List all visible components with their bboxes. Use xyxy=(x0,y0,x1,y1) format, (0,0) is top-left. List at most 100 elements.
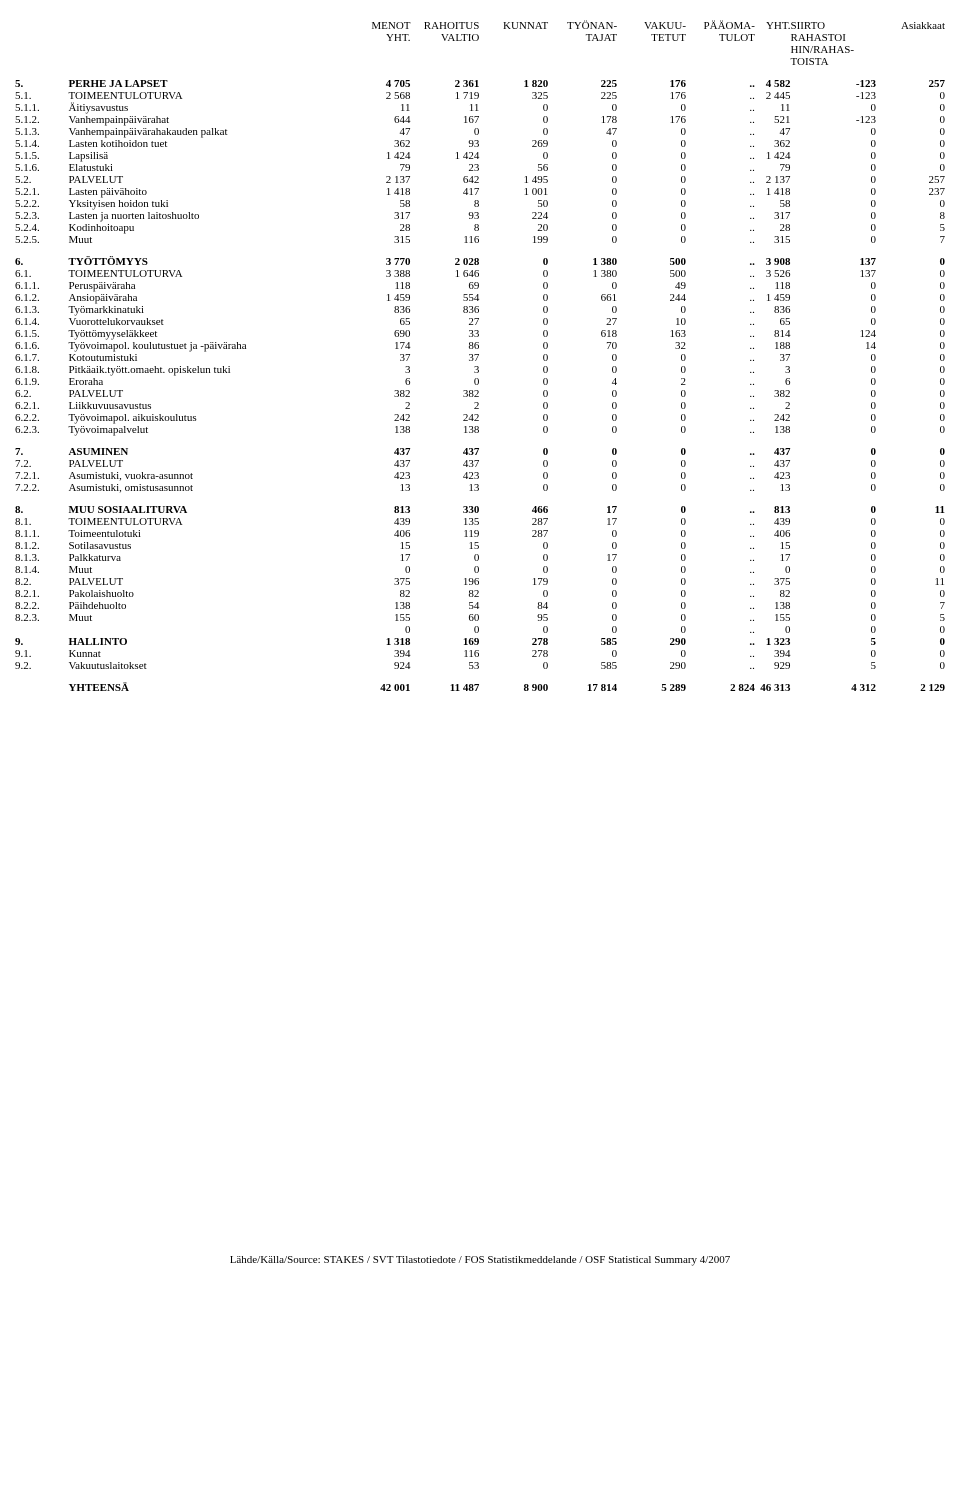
row-value: 0 xyxy=(479,126,548,138)
table-row: 8.1.3.Palkkaturva1700170..1700 xyxy=(15,552,945,564)
row-name: Sotilasavustus xyxy=(68,540,341,552)
row-value: 690 xyxy=(342,328,411,340)
row-value: 2 xyxy=(342,400,411,412)
row-value: 82 xyxy=(410,588,479,600)
row-code: 5.1.2. xyxy=(15,114,68,126)
row-value: 0 xyxy=(548,138,617,150)
row-value: 0 xyxy=(479,268,548,280)
row-value: .. xyxy=(686,256,755,268)
row-value: 135 xyxy=(410,516,479,528)
table-row: 6.1.6.Työvoimapol. koulutustuet ja -päiv… xyxy=(15,340,945,352)
row-value: 585 xyxy=(548,636,617,648)
row-value: 2 445 xyxy=(755,90,791,102)
row-value: 0 xyxy=(790,552,876,564)
row-value: 0 xyxy=(876,470,945,482)
row-value: 5 xyxy=(876,222,945,234)
row-value: .. xyxy=(686,174,755,186)
row-name: Pitkäaik.tyött.omaeht. opiskelun tuki xyxy=(68,364,341,376)
row-code: 6.1. xyxy=(15,268,68,280)
row-name xyxy=(68,624,341,636)
row-value: 406 xyxy=(755,528,791,540)
row-value: .. xyxy=(686,102,755,114)
row-value: 0 xyxy=(479,114,548,126)
row-value: .. xyxy=(686,446,755,458)
row-code: 5.2.3. xyxy=(15,210,68,222)
row-value: 317 xyxy=(755,210,791,222)
row-value: 50 xyxy=(479,198,548,210)
header-tyonant: TYÖNAN-TAJAT xyxy=(548,20,617,78)
row-value: 439 xyxy=(342,516,411,528)
row-value: 86 xyxy=(410,340,479,352)
row-value: 2 824 xyxy=(686,682,755,694)
row-value: .. xyxy=(686,588,755,600)
header-yht: YHT. xyxy=(755,20,791,78)
row-value: 0 xyxy=(548,458,617,470)
row-value: 0 xyxy=(617,400,686,412)
row-value: 27 xyxy=(548,316,617,328)
row-value: 0 xyxy=(876,482,945,494)
row-value: 225 xyxy=(548,78,617,90)
row-value: 1 820 xyxy=(479,78,548,90)
row-value: .. xyxy=(686,412,755,424)
row-code: 5.2.4. xyxy=(15,222,68,234)
table-row: 6.1.9.Eroraha60042..600 xyxy=(15,376,945,388)
row-value: .. xyxy=(686,576,755,588)
row-value: 287 xyxy=(479,516,548,528)
data-table: MENOTYHT. RAHOITUSVALTIO KUNNAT TYÖNAN-T… xyxy=(15,20,945,694)
row-value: 17 xyxy=(548,504,617,516)
row-value: 0 xyxy=(617,504,686,516)
row-value: .. xyxy=(686,78,755,90)
row-value: 14 xyxy=(790,340,876,352)
row-value: .. xyxy=(686,210,755,222)
header-menot: MENOTYHT. xyxy=(342,20,411,78)
row-code: 9. xyxy=(15,636,68,648)
row-value: 2 361 xyxy=(410,78,479,90)
row-value: 176 xyxy=(617,78,686,90)
row-value: 0 xyxy=(876,102,945,114)
row-value: 242 xyxy=(410,412,479,424)
row-value: 0 xyxy=(790,364,876,376)
row-value: 0 xyxy=(479,458,548,470)
row-name: Ansiopäiväraha xyxy=(68,292,341,304)
table-row: 5.1.5.Lapsilisä1 4241 424000..1 42400 xyxy=(15,150,945,162)
row-value: 1 646 xyxy=(410,268,479,280)
row-value: 813 xyxy=(755,504,791,516)
row-value: 0 xyxy=(876,400,945,412)
row-value: .. xyxy=(686,268,755,280)
row-value: 0 xyxy=(617,588,686,600)
row-value: 1 424 xyxy=(410,150,479,162)
row-value: 155 xyxy=(342,612,411,624)
row-value: 437 xyxy=(755,446,791,458)
row-value: 167 xyxy=(410,114,479,126)
row-code: 7.2.2. xyxy=(15,482,68,494)
row-value: 0 xyxy=(548,198,617,210)
row-value: .. xyxy=(686,458,755,470)
row-value: 423 xyxy=(342,470,411,482)
row-value: 0 xyxy=(548,528,617,540)
row-name: Vakuutuslaitokset xyxy=(68,660,341,672)
row-code: 6.2.2. xyxy=(15,412,68,424)
row-value: 382 xyxy=(342,388,411,400)
row-value: 382 xyxy=(755,388,791,400)
row-value: 0 xyxy=(876,292,945,304)
row-value: 56 xyxy=(479,162,548,174)
row-value: 437 xyxy=(410,446,479,458)
row-value: 8 900 xyxy=(479,682,548,694)
row-value: 836 xyxy=(342,304,411,316)
table-row: 6.1.3.Työmarkkinatuki836836000..83600 xyxy=(15,304,945,316)
row-code: 5.1.3. xyxy=(15,126,68,138)
row-value: 0 xyxy=(790,540,876,552)
row-value: 37 xyxy=(755,352,791,364)
row-value: 521 xyxy=(755,114,791,126)
table-row: 7.2.2.Asumistuki, omistusasunnot1313000.… xyxy=(15,482,945,494)
table-row: 8.2.3.Muut155609500..15505 xyxy=(15,612,945,624)
row-value: 317 xyxy=(342,210,411,222)
row-value: 0 xyxy=(617,412,686,424)
row-value: 0 xyxy=(548,624,617,636)
row-name: PALVELUT xyxy=(68,174,341,186)
row-value: 0 xyxy=(342,564,411,576)
header-paaoma: PÄÄOMA-TULOT xyxy=(686,20,755,78)
row-name: TYÖTTÖMYYS xyxy=(68,256,341,268)
row-value: 60 xyxy=(410,612,479,624)
table-row: 5.1.1.Äitiysavustus1111000..1100 xyxy=(15,102,945,114)
